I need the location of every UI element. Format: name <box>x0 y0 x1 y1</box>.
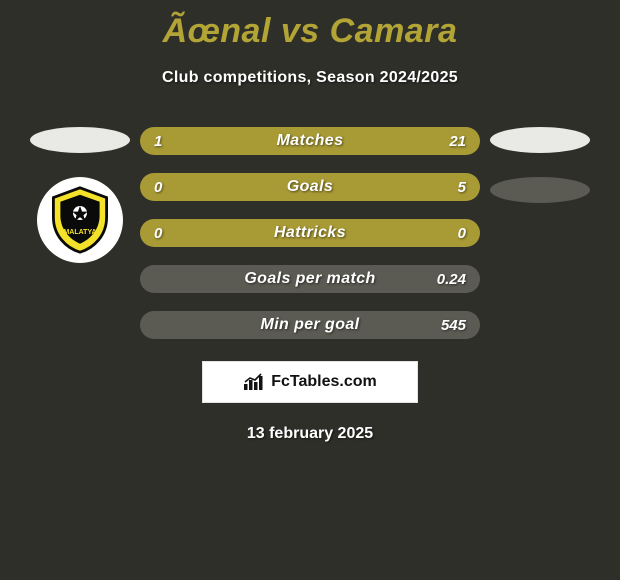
page-subtitle: Club competitions, Season 2024/2025 <box>162 69 458 87</box>
brand-box[interactable]: FcTables.com <box>202 361 418 403</box>
stat-bar: Min per goal 545 <box>140 311 480 339</box>
right-player-col <box>480 127 600 339</box>
stat-label: Matches <box>277 132 344 150</box>
stat-right-value: 21 <box>449 133 466 150</box>
left-player-ellipse <box>30 127 130 153</box>
stat-label: Goals <box>287 178 333 196</box>
stat-left-value: 1 <box>154 133 162 150</box>
stat-left-value: 0 <box>154 225 162 242</box>
club-crest-icon: MALATYA <box>45 185 115 255</box>
stat-bar: 0 Goals 5 <box>140 173 480 201</box>
stat-bars: 1 Matches 21 0 Goals 5 0 Hattricks 0 Goals per ma… <box>140 127 480 339</box>
right-player-ellipse-top <box>490 127 590 153</box>
stat-right-value: 5 <box>458 179 466 196</box>
svg-text:MALATYA: MALATYA <box>63 229 96 236</box>
stat-bar: 1 Matches 21 <box>140 127 480 155</box>
stat-right-value: 0 <box>458 225 466 242</box>
stat-left-value: 0 <box>154 179 162 196</box>
snapshot-date: 13 february 2025 <box>247 425 373 443</box>
stat-bar: 0 Hattricks 0 <box>140 219 480 247</box>
stat-label: Min per goal <box>260 316 359 334</box>
right-player-ellipse-bottom <box>490 177 590 203</box>
left-player-col: MALATYA <box>20 127 140 339</box>
stat-label: Hattricks <box>274 224 346 242</box>
bar-chart-icon <box>243 373 265 391</box>
stat-right-value: 545 <box>441 317 466 334</box>
left-player-badge: MALATYA <box>37 177 123 263</box>
brand-text: FcTables.com <box>271 373 377 391</box>
comparison-card: Ãœnal vs Camara Club competitions, Seaso… <box>0 0 620 580</box>
stat-right-value: 0.24 <box>437 271 466 288</box>
stat-bar: Goals per match 0.24 <box>140 265 480 293</box>
page-title: Ãœnal vs Camara <box>163 12 458 51</box>
stats-area: MALATYA 1 Matches 21 0 Goals 5 0 Hattricks 0 Goal… <box>0 127 620 339</box>
stat-label: Goals per match <box>244 270 375 288</box>
